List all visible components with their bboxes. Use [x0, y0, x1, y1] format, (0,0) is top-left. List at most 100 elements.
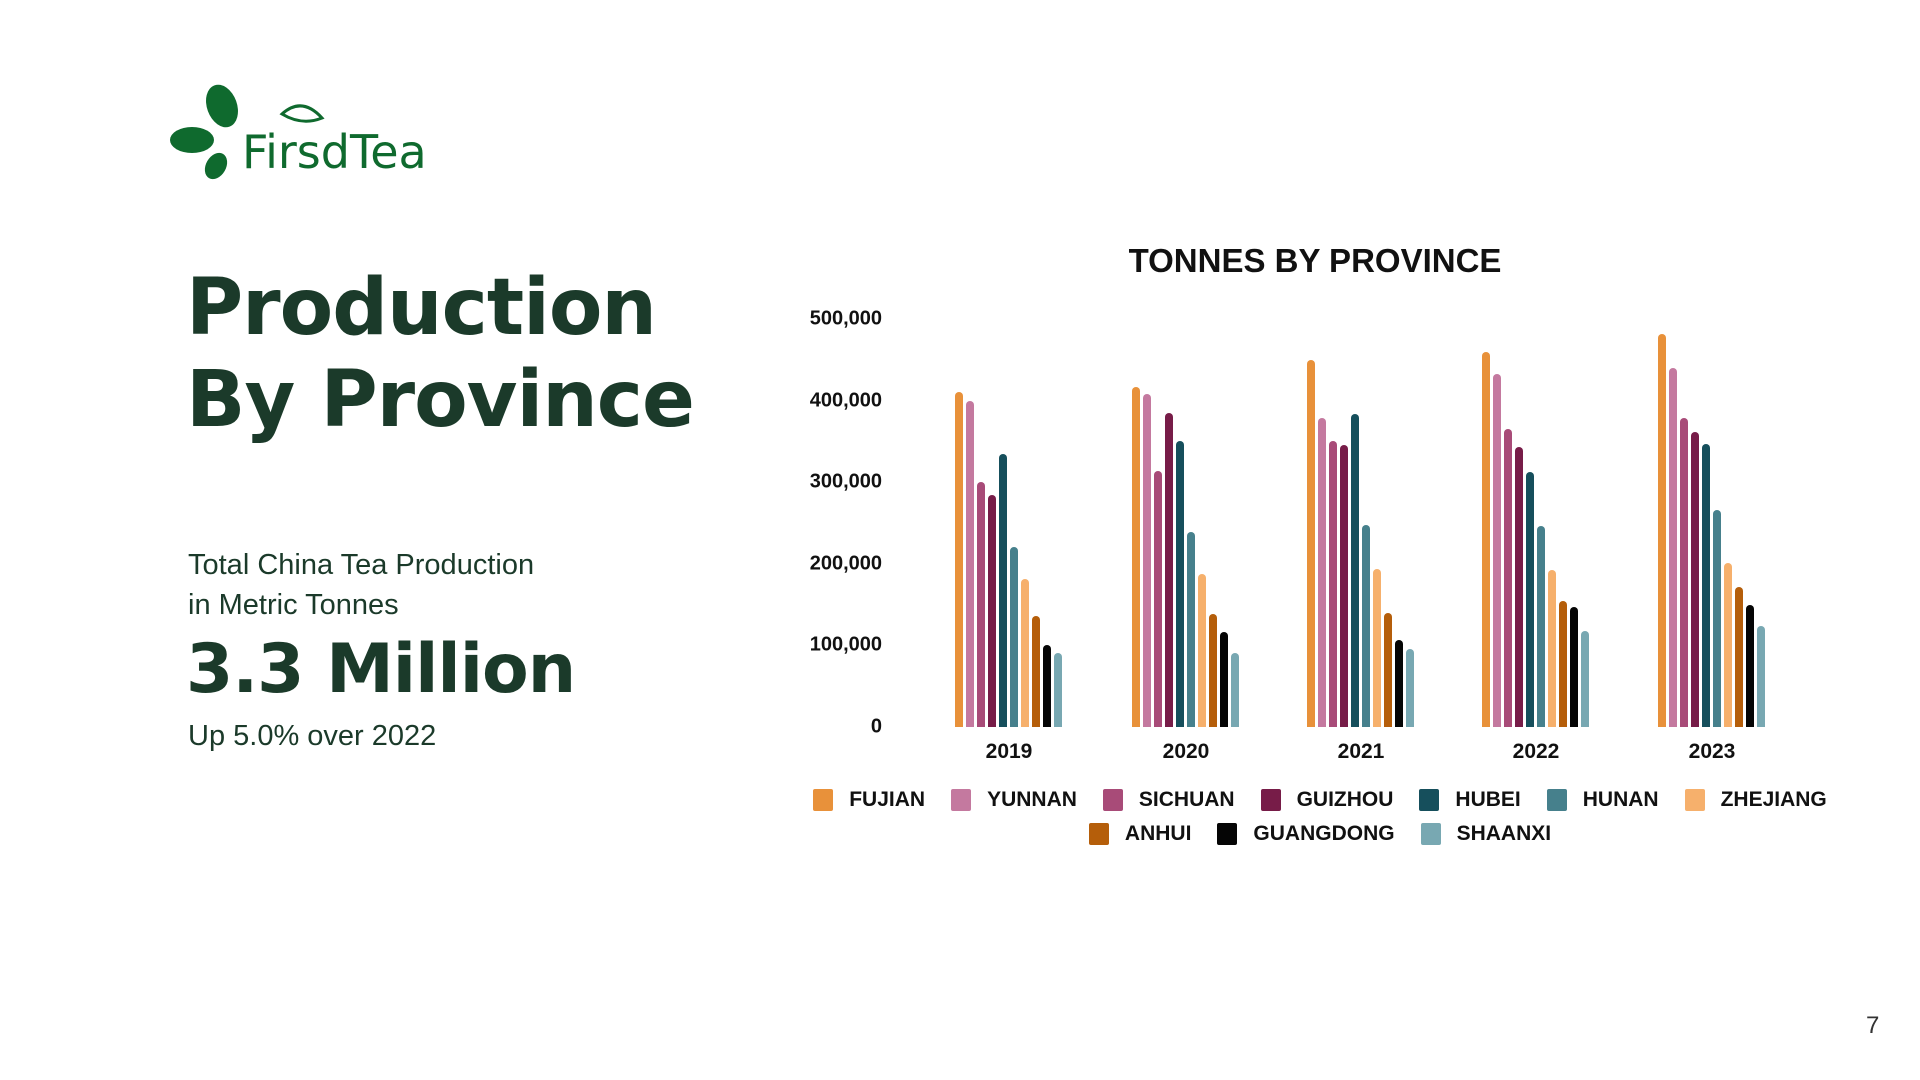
legend-label: GUIZHOU: [1296, 788, 1394, 811]
bar-hunan-2023: [1713, 509, 1721, 727]
bar-fujian-2021: [1307, 359, 1315, 727]
leaf-icon: [206, 84, 238, 128]
subtitle-line-2: in Metric Tonnes: [188, 589, 399, 621]
legend-swatch: [1546, 789, 1567, 811]
legend-swatch: [1088, 823, 1109, 845]
bar-shaanxi-2019: [1054, 652, 1062, 727]
bar-hubei-2023: [1702, 443, 1710, 727]
bar-guizhou-2020: [1165, 412, 1173, 727]
legend-item: GUANGDONG: [1217, 822, 1395, 846]
bar-zhejiang-2023: [1724, 562, 1732, 727]
bar-hunan-2021: [1362, 524, 1370, 727]
bar-fujian-2022: [1482, 351, 1490, 727]
bar-yunnan-2020: [1143, 394, 1151, 727]
bar-guangdong-2020: [1220, 632, 1228, 727]
legend-label: HUNAN: [1582, 788, 1659, 811]
chart-legend: FUJIAN YUNNAN SICHUAN GUIZHOU HUBEI HUNAN ZHEJ…: [790, 788, 1850, 856]
logo: FirsdTea: [170, 80, 440, 195]
leaf-icon: [170, 127, 214, 153]
legend-swatch: [813, 789, 834, 811]
bar-anhui-2023: [1735, 587, 1743, 727]
bar-zhejiang-2020: [1198, 573, 1206, 727]
legend-swatch: [951, 789, 972, 811]
bar-shaanxi-2022: [1581, 630, 1589, 727]
bar-guangdong-2022: [1570, 607, 1578, 727]
legend-label: GUANGDONG: [1253, 822, 1395, 845]
legend-swatch: [1419, 789, 1440, 811]
bar-hubei-2022: [1526, 471, 1534, 727]
legend-label: SHAANXI: [1456, 822, 1552, 845]
legend-label: YUNNAN: [987, 788, 1077, 811]
y-tick-label: 300,000: [809, 470, 882, 493]
legend-item: ANHUI: [1088, 822, 1192, 846]
legend-label: ZHEJIANG: [1720, 788, 1827, 811]
legend-swatch: [1102, 789, 1123, 811]
bar-shaanxi-2020: [1231, 652, 1239, 727]
legend-item: SICHUAN: [1102, 788, 1235, 812]
subtitle: Total China Tea Production in Metric Ton…: [188, 545, 534, 625]
bar-hubei-2019: [999, 454, 1007, 727]
bar-sichuan-2020: [1154, 470, 1162, 727]
chart-title: TONNES BY PROVINCE: [1128, 242, 1502, 279]
headline-value: 3.3 Million: [186, 630, 576, 709]
legend-label: FUJIAN: [849, 788, 926, 811]
change-text: Up 5.0% over 2022: [188, 720, 437, 752]
legend-item: FUJIAN: [813, 788, 925, 812]
y-tick-label: 0: [870, 715, 882, 738]
bar-hunan-2019: [1010, 546, 1018, 727]
legend-swatch: [1260, 789, 1281, 811]
page-number: 7: [1866, 1012, 1880, 1039]
subtitle-line-1: Total China Tea Production: [188, 549, 535, 581]
legend-swatch: [1217, 823, 1238, 845]
bar-zhejiang-2022: [1548, 570, 1556, 727]
y-tick-label: 500,000: [809, 307, 882, 330]
bar-hubei-2020: [1176, 441, 1184, 727]
legend-item: SHAANXI: [1420, 822, 1552, 846]
svg-text:FirsdTea: FirsdTea: [242, 125, 427, 179]
bar-sichuan-2023: [1680, 417, 1688, 727]
y-tick-label: 400,000: [809, 389, 882, 412]
bar-sichuan-2021: [1329, 441, 1337, 727]
x-tick-label: 2022: [1512, 740, 1560, 763]
bar-yunnan-2019: [966, 401, 974, 727]
y-tick-label: 200,000: [809, 552, 882, 575]
bar-zhejiang-2021: [1373, 568, 1381, 727]
bar-fujian-2023: [1658, 333, 1666, 727]
leaf-icon: [204, 152, 228, 180]
bar-anhui-2022: [1559, 601, 1567, 727]
bar-yunnan-2021: [1318, 417, 1326, 727]
bar-hunan-2022: [1537, 526, 1545, 727]
legend-item: HUNAN: [1546, 788, 1659, 812]
legend-swatch: [1684, 789, 1705, 811]
bar-guizhou-2021: [1340, 445, 1348, 727]
bar-anhui-2019: [1032, 616, 1040, 727]
bar-sichuan-2019: [977, 482, 985, 727]
bar-anhui-2021: [1384, 612, 1392, 727]
bar-sichuan-2022: [1504, 429, 1512, 727]
bar-anhui-2020: [1209, 614, 1217, 727]
bar-hubei-2021: [1351, 414, 1359, 727]
bar-guizhou-2019: [988, 495, 996, 727]
bar-guangdong-2021: [1395, 639, 1403, 727]
bar-hunan-2020: [1187, 531, 1195, 727]
bar-guizhou-2022: [1515, 447, 1523, 727]
bar-yunnan-2022: [1493, 373, 1501, 727]
legend-item: ZHEJIANG: [1684, 788, 1827, 812]
bar-fujian-2020: [1132, 386, 1140, 727]
y-tick-label: 100,000: [809, 633, 882, 656]
bar-yunnan-2023: [1669, 367, 1677, 727]
legend-label: HUBEI: [1455, 788, 1521, 811]
legend-item: HUBEI: [1419, 788, 1521, 812]
legend-item: GUIZHOU: [1260, 788, 1394, 812]
x-tick-label: 2021: [1337, 740, 1385, 763]
legend-label: SICHUAN: [1138, 788, 1235, 811]
bar-zhejiang-2019: [1021, 579, 1029, 727]
legend-item: YUNNAN: [951, 788, 1077, 812]
bar-guangdong-2019: [1043, 644, 1051, 727]
legend-swatch: [1420, 823, 1441, 845]
bar-guizhou-2023: [1691, 432, 1699, 727]
page-title: Production By Province: [186, 263, 695, 445]
x-tick-label: 2023: [1688, 740, 1736, 763]
x-tick-label: 2020: [1162, 740, 1210, 763]
legend-label: ANHUI: [1124, 822, 1192, 845]
